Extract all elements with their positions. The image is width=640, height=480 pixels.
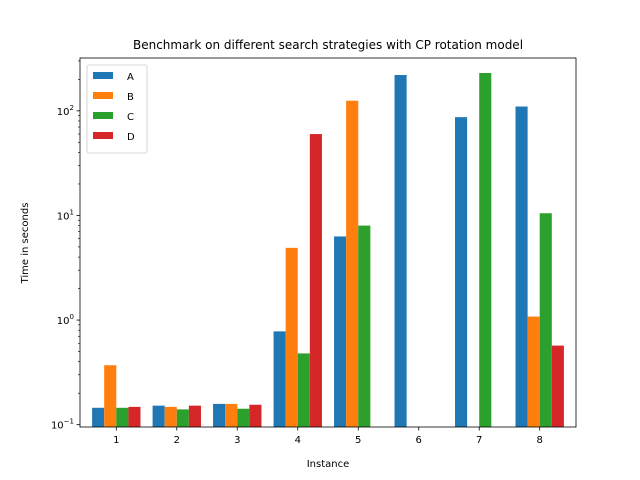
bar-A-2: [152, 405, 165, 427]
x-tick-label-1: 1: [113, 435, 119, 446]
bar-B-2: [164, 406, 177, 427]
y-tick-label-2: 101: [57, 208, 74, 222]
bar-D-1: [128, 406, 141, 427]
bar-B-5: [346, 100, 359, 428]
legend-label-B: B: [127, 92, 134, 103]
bar-A-8: [515, 106, 528, 427]
bar-D-3: [249, 404, 262, 427]
bar-A-4: [273, 331, 286, 427]
x-tick-label-7: 7: [476, 435, 482, 446]
legend-label-A: A: [127, 72, 134, 83]
x-tick-label-6: 6: [416, 435, 422, 446]
y-tick-label-3: 102: [57, 104, 74, 118]
bar-A-6: [394, 75, 407, 428]
legend-swatch-B: [93, 92, 113, 99]
legend-label-D: D: [127, 132, 135, 143]
bar-C-4: [297, 353, 310, 427]
y-axis-label: Time in seconds: [20, 203, 31, 285]
bar-B-4: [285, 247, 298, 427]
bar-D-4: [309, 134, 322, 428]
bar-A-7: [455, 117, 468, 427]
x-tick-label-3: 3: [234, 435, 240, 446]
bar-D-8: [551, 345, 564, 427]
x-axis: 1 2 3 4 5 6 7 8: [113, 427, 543, 446]
bar-A-1: [92, 407, 105, 427]
bar-C-5: [358, 225, 371, 427]
x-tick-label-2: 2: [174, 435, 180, 446]
bar-A-5: [334, 236, 347, 427]
bar-C-8: [539, 213, 552, 427]
bars-layer: [92, 73, 564, 428]
legend-label-C: C: [127, 112, 134, 123]
bar-D-2: [188, 405, 201, 427]
bar-C-3: [237, 408, 250, 427]
plot-frame: [79, 57, 577, 428]
x-tick-label-8: 8: [537, 435, 543, 446]
bar-C-1: [116, 407, 129, 427]
chart-title: Benchmark on different search strategies…: [133, 38, 523, 52]
y-axis: 10−1 100 101 102: [51, 60, 80, 432]
x-tick-label-4: 4: [295, 435, 301, 446]
legend-swatch-D: [93, 132, 113, 139]
y-tick-label-0: 10−1: [51, 418, 74, 432]
bar-B-1: [104, 365, 117, 427]
x-axis-label: Instance: [307, 459, 350, 470]
bar-B-3: [225, 403, 238, 427]
x-tick-label-5: 5: [355, 435, 361, 446]
bar-C-7: [479, 73, 492, 427]
bar-A-3: [213, 403, 226, 427]
legend-box: [86, 64, 148, 154]
y-tick-label-1: 100: [57, 313, 74, 327]
legend-swatch-C: [93, 112, 113, 119]
bar-C-2: [176, 409, 189, 427]
bar-B-8: [527, 316, 540, 427]
legend-swatch-A: [93, 72, 113, 79]
